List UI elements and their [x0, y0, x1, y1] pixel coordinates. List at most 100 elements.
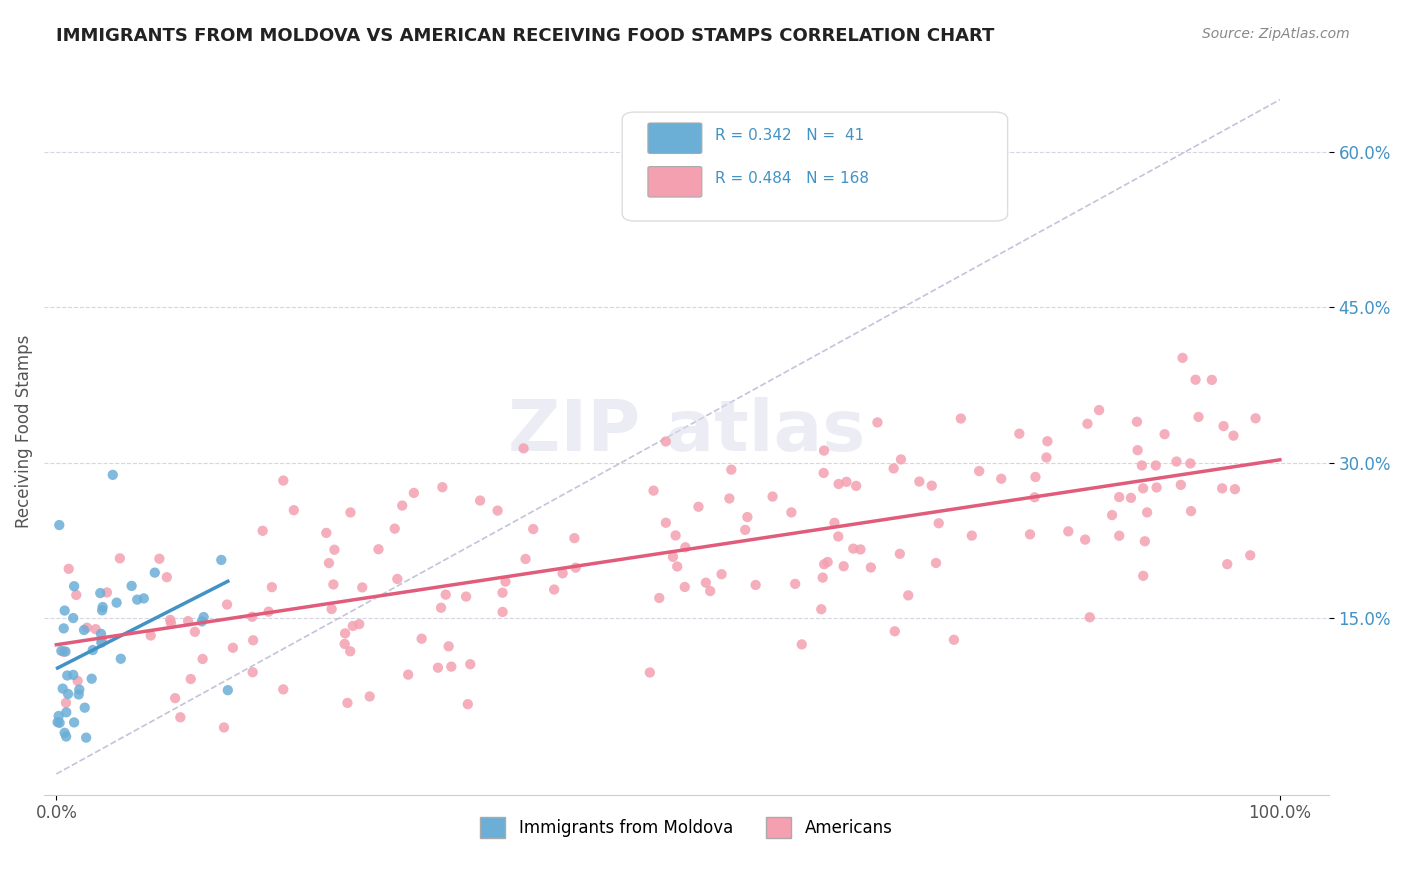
- Point: [1088, 403, 1111, 417]
- Point: [222, 640, 245, 655]
- Point: [835, 475, 858, 489]
- Point: [257, 605, 280, 619]
- Text: Source: ZipAtlas.com: Source: ZipAtlas.com: [1202, 27, 1350, 41]
- Point: [813, 443, 835, 458]
- Point: [62, 611, 84, 625]
- Point: [897, 588, 920, 602]
- Point: [209, 553, 232, 567]
- Point: [191, 652, 214, 666]
- Point: [486, 503, 509, 517]
- Point: [242, 633, 264, 648]
- Point: [105, 596, 128, 610]
- FancyBboxPatch shape: [623, 112, 1008, 221]
- Point: [80, 672, 103, 686]
- Point: [673, 541, 696, 555]
- Point: [1171, 351, 1194, 365]
- Point: [564, 560, 586, 574]
- Point: [55, 696, 77, 710]
- Point: [315, 525, 337, 540]
- Point: [1239, 549, 1261, 563]
- Point: [132, 591, 155, 606]
- Point: [430, 600, 453, 615]
- Y-axis label: Receiving Food Stamps: Receiving Food Stamps: [15, 334, 32, 528]
- Point: [63, 579, 86, 593]
- Text: ZIP atlas: ZIP atlas: [508, 397, 865, 467]
- Point: [46, 715, 69, 730]
- Point: [110, 652, 132, 666]
- Point: [928, 516, 950, 531]
- Point: [1133, 534, 1156, 549]
- Point: [396, 667, 419, 681]
- Point: [827, 477, 849, 491]
- Point: [491, 605, 513, 619]
- Point: [720, 463, 742, 477]
- Point: [55, 730, 77, 744]
- Point: [260, 580, 283, 594]
- Point: [949, 411, 972, 425]
- Point: [156, 570, 179, 584]
- Point: [53, 726, 76, 740]
- Point: [367, 542, 389, 557]
- Point: [1166, 454, 1188, 468]
- Point: [67, 688, 90, 702]
- FancyBboxPatch shape: [648, 123, 702, 153]
- Point: [322, 577, 344, 591]
- Point: [67, 682, 90, 697]
- Point: [710, 567, 733, 582]
- Point: [52, 681, 75, 696]
- Point: [458, 657, 481, 672]
- Point: [65, 588, 87, 602]
- Point: [666, 559, 689, 574]
- Point: [890, 452, 912, 467]
- Point: [1170, 478, 1192, 492]
- Point: [51, 644, 73, 658]
- Point: [780, 505, 803, 519]
- Point: [62, 668, 84, 682]
- Point: [411, 632, 433, 646]
- Point: [52, 621, 75, 635]
- Point: [1153, 427, 1175, 442]
- Point: [402, 486, 425, 500]
- Point: [1223, 482, 1246, 496]
- Point: [240, 609, 263, 624]
- Point: [1216, 557, 1239, 571]
- Point: [89, 586, 111, 600]
- Point: [457, 697, 479, 711]
- Point: [169, 710, 191, 724]
- Point: [859, 560, 882, 574]
- Point: [942, 632, 965, 647]
- Point: [53, 603, 76, 617]
- Point: [1132, 569, 1154, 583]
- Point: [832, 559, 855, 574]
- Point: [437, 640, 460, 654]
- Text: R = 0.342   N =  41: R = 0.342 N = 41: [714, 128, 863, 143]
- Point: [96, 585, 118, 599]
- Point: [515, 552, 537, 566]
- Point: [842, 541, 865, 556]
- Point: [512, 442, 534, 456]
- Point: [761, 490, 783, 504]
- FancyBboxPatch shape: [648, 167, 702, 197]
- Point: [1024, 491, 1046, 505]
- Point: [1180, 504, 1202, 518]
- Point: [564, 531, 586, 545]
- Point: [58, 562, 80, 576]
- Point: [121, 579, 143, 593]
- Point: [1024, 470, 1046, 484]
- Point: [1180, 457, 1202, 471]
- Point: [1244, 411, 1267, 425]
- Point: [662, 549, 685, 564]
- Point: [845, 479, 868, 493]
- Point: [1126, 443, 1149, 458]
- Point: [823, 516, 845, 530]
- Point: [648, 591, 671, 605]
- Point: [283, 503, 305, 517]
- Point: [688, 500, 710, 514]
- Text: R = 0.484   N = 168: R = 0.484 N = 168: [714, 171, 869, 186]
- Point: [889, 547, 911, 561]
- Point: [665, 528, 688, 542]
- Point: [48, 709, 70, 723]
- Point: [273, 474, 295, 488]
- Point: [1078, 610, 1101, 624]
- Point: [737, 510, 759, 524]
